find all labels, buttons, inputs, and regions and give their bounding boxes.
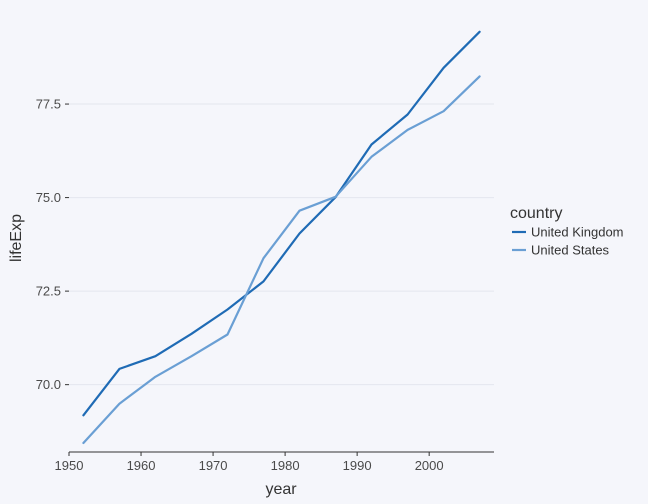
series-line-1 — [82, 75, 481, 445]
legend-title: country — [510, 205, 562, 222]
y-tick-label: 75.0 — [36, 190, 61, 205]
x-tick-label: 1950 — [55, 458, 84, 473]
y-tick-label: 70.0 — [36, 377, 61, 392]
y-tick-label: 72.5 — [36, 284, 61, 299]
x-axis-ticks: 1950 1960 1970 1980 1990 2000 — [55, 452, 444, 473]
x-axis-title: year — [265, 481, 297, 498]
y-axis-title: lifeExp — [8, 214, 25, 262]
legend-label: United States — [531, 243, 610, 258]
x-tick-label: 1970 — [199, 458, 228, 473]
series-lines — [82, 30, 481, 445]
y-axis-ticks: 70.0 72.5 75.0 77.5 — [36, 97, 69, 392]
x-tick-label: 2000 — [415, 458, 444, 473]
series-line-0 — [82, 30, 481, 417]
y-tick-label: 77.5 — [36, 97, 61, 112]
x-tick-label: 1990 — [343, 458, 372, 473]
grid-lines — [69, 103, 494, 386]
x-tick-label: 1980 — [271, 458, 300, 473]
x-tick-label: 1960 — [127, 458, 156, 473]
legend-label: United Kingdom — [531, 225, 624, 240]
legend: country United Kingdom United States — [510, 205, 624, 258]
